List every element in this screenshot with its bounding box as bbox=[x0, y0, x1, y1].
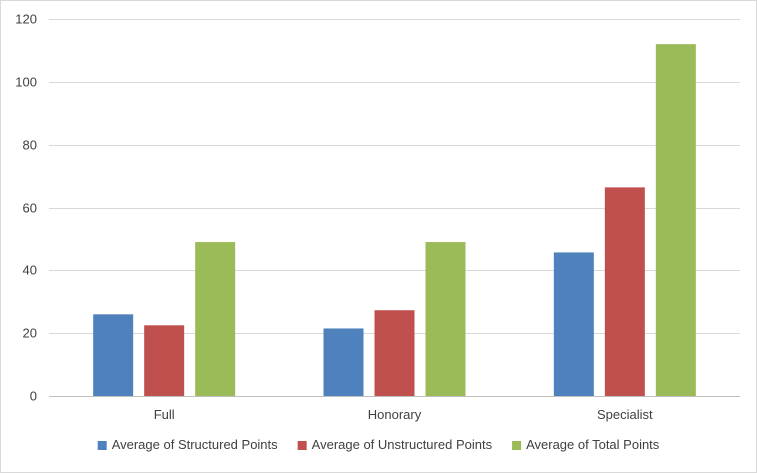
y-tick-label: 60 bbox=[23, 201, 37, 216]
bar bbox=[323, 328, 364, 396]
legend-item: Average of Unstructured Points bbox=[297, 437, 493, 452]
legend-swatch bbox=[297, 441, 307, 450]
bar bbox=[425, 242, 466, 396]
x-tick-label: Specialist bbox=[597, 407, 653, 422]
legend-label: Average of Total Points bbox=[526, 437, 660, 452]
y-tick-label: 0 bbox=[30, 389, 37, 404]
x-tick-label: Full bbox=[154, 407, 175, 422]
y-tick-label: 100 bbox=[15, 75, 37, 90]
bars bbox=[93, 44, 696, 397]
y-tick-label: 80 bbox=[23, 138, 37, 153]
bar bbox=[195, 242, 236, 396]
x-tick-label: Honorary bbox=[368, 407, 422, 422]
y-tick-label: 20 bbox=[23, 326, 37, 341]
legend-label: Average of Structured Points bbox=[112, 437, 278, 452]
y-tick-label: 120 bbox=[15, 12, 37, 27]
legend-swatch bbox=[97, 441, 107, 450]
bar bbox=[374, 310, 415, 396]
bar bbox=[93, 314, 134, 396]
axes: 0 20 40 60 80 100 120 Full Honorary Specialist bbox=[15, 12, 740, 422]
legend-item: Average of Total Points bbox=[512, 437, 660, 452]
legend-swatch bbox=[512, 441, 522, 450]
bar bbox=[144, 325, 185, 396]
bar bbox=[604, 187, 645, 396]
legend: Average of Structured Points Average of U… bbox=[97, 437, 660, 452]
bar bbox=[655, 44, 696, 397]
y-tick-label: 40 bbox=[23, 263, 37, 278]
legend-label: Average of Unstructured Points bbox=[312, 437, 493, 452]
legend-item: Average of Structured Points bbox=[97, 437, 278, 452]
bar bbox=[553, 252, 594, 396]
